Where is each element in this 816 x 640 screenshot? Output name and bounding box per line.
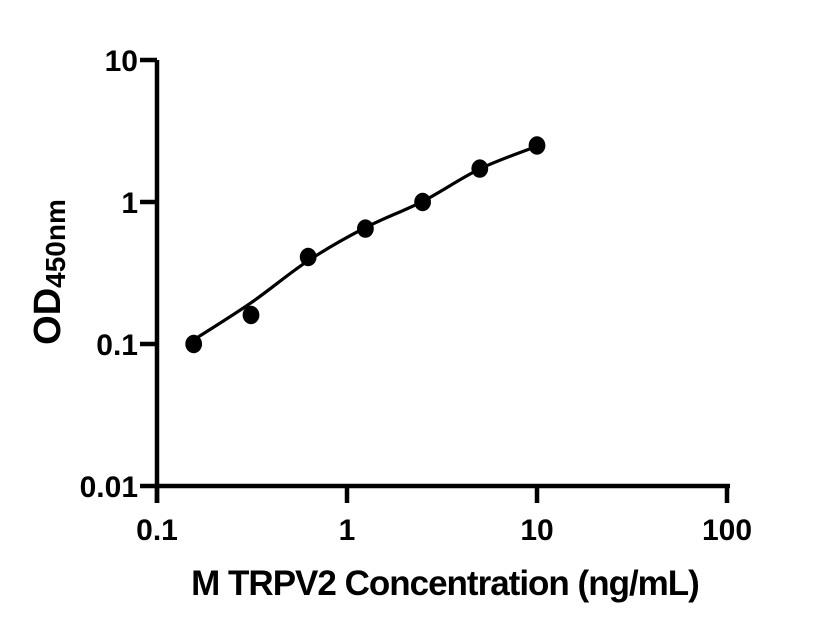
y-axis-title-sub: 450nm (40, 199, 71, 288)
plot-layer (185, 136, 546, 354)
data-point (242, 305, 260, 325)
data-point (414, 192, 431, 212)
data-point (357, 219, 374, 238)
x-tick-label: 10 (520, 514, 553, 547)
x-tick-label: 100 (702, 514, 752, 547)
x-axis-title: M TRPV2 Concentration (ng/mL) (191, 564, 699, 603)
y-axis-title-main: OD (27, 288, 69, 345)
y-tick-label: 1 (121, 187, 138, 220)
y-tick-label: 0.01 (80, 471, 138, 504)
data-point (299, 247, 317, 267)
data-point (471, 159, 489, 178)
y-tick-label: 0.1 (96, 329, 138, 362)
x-tick-label: 0.1 (136, 514, 178, 547)
axes-layer (140, 57, 730, 503)
data-point (528, 136, 546, 155)
x-tick-label: 1 (339, 514, 356, 547)
y-tick-label: 10 (105, 45, 138, 78)
data-point (185, 334, 203, 354)
tick-labels-layer: 10 1 0.1 0.01 0.1 1 10 100 (80, 45, 752, 547)
y-axis-title: OD450nm (27, 199, 71, 345)
